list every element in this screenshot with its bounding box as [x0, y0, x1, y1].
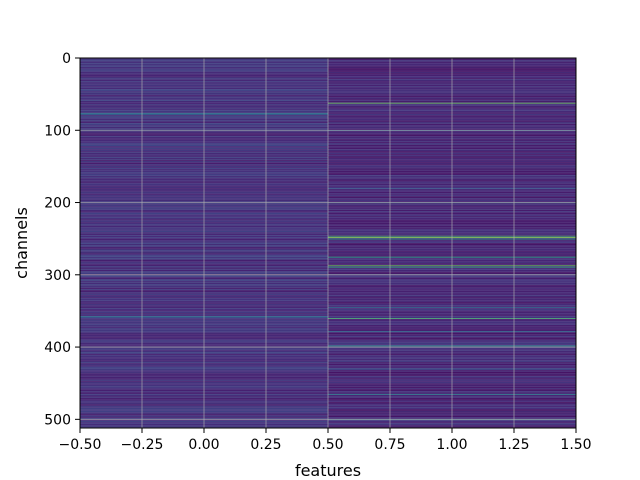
- y-tick-label: 400: [44, 340, 71, 356]
- x-tick-label: 1.00: [436, 437, 467, 453]
- x-tick-label: 0.75: [374, 437, 405, 453]
- x-axis-label: features: [295, 461, 361, 480]
- x-tick-label: −0.50: [59, 437, 102, 453]
- y-axis-ticks: 0 100 200 300 400 500: [44, 51, 80, 428]
- y-tick-label: 500: [44, 412, 71, 428]
- y-tick-label: 0: [62, 51, 71, 67]
- y-tick-label: 100: [44, 123, 71, 139]
- y-axis-label: channels: [12, 207, 31, 279]
- x-tick-label: 1.50: [560, 437, 591, 453]
- x-axis-ticks: −0.50 −0.25 0.00 0.25 0.50 0.75 1.00 1.25 1.50: [59, 428, 592, 453]
- x-tick-label: 1.25: [498, 437, 529, 453]
- y-tick-label: 300: [44, 268, 71, 284]
- x-tick-label: 0.00: [188, 437, 219, 453]
- x-tick-label: 0.50: [312, 437, 343, 453]
- x-tick-label: 0.25: [250, 437, 281, 453]
- x-tick-label: −0.25: [121, 437, 164, 453]
- y-tick-label: 200: [44, 196, 71, 212]
